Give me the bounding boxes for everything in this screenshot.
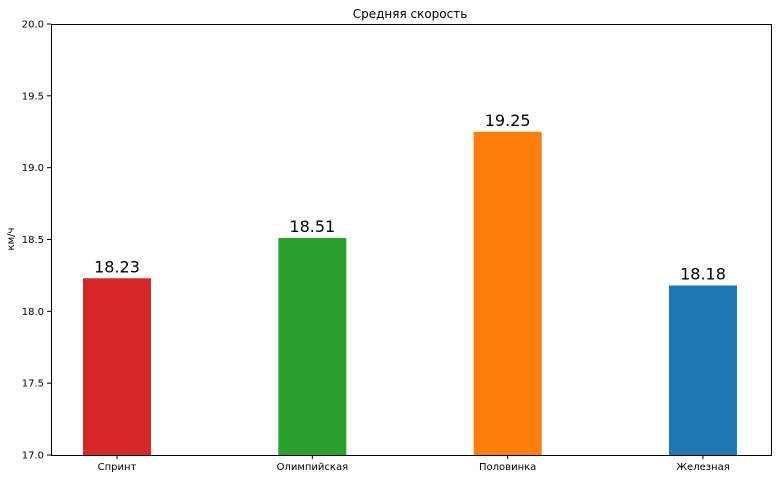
plot-frame [51,24,772,456]
data-label-2: 18.51 [289,217,335,236]
y-tick-label-1: 17.0 [22,451,44,462]
bar-2 [278,238,347,455]
data-label-4: 18.18 [680,264,726,283]
y-axis: 17.0 17.5 18.0 18.5 19.0 19.5 20.0 [22,20,51,462]
x-tick-label-3: Половинка [479,462,536,473]
bars-group [83,131,737,455]
x-tick-label-2: Олимпийская [277,462,349,473]
chart-title: Средняя скорость [353,7,468,21]
x-axis: Спринт Олимпийская Половинка Железная [98,455,730,473]
y-axis-label: км/ч [6,228,17,251]
bar-3 [473,131,542,455]
y-tick-label-4: 18.5 [22,235,44,246]
y-tick-label-3: 18.0 [22,307,44,318]
x-tick-label-1: Спринт [98,462,137,473]
data-label-3: 19.25 [485,111,531,130]
y-tick-label-6: 19.5 [22,91,44,102]
y-tick-label-5: 19.0 [22,163,44,174]
data-label-1: 18.23 [94,257,140,276]
x-tick-label-4: Железная [676,462,729,473]
y-tick-label-7: 20.0 [22,20,44,31]
y-tick-label-2: 17.5 [22,379,44,390]
data-labels-group: 18.23 18.51 19.25 18.18 [94,111,726,284]
bar-1 [83,278,151,455]
bar-4 [669,285,737,455]
